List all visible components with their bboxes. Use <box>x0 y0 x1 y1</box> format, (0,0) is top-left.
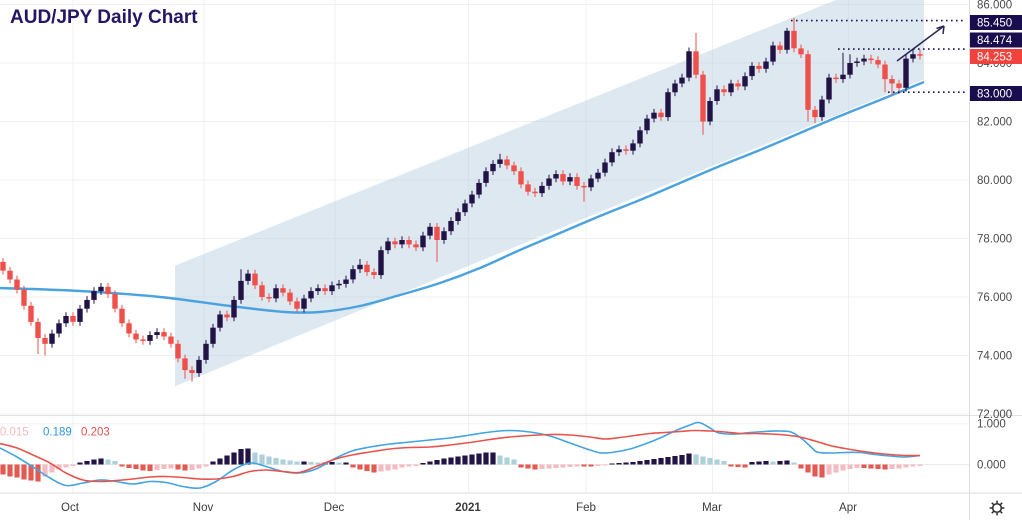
svg-text:2021: 2021 <box>455 502 481 514</box>
svg-text:-0.015: -0.015 <box>0 427 29 439</box>
svg-text:Oct: Oct <box>61 502 80 514</box>
svg-text:0.203: 0.203 <box>81 427 110 439</box>
svg-text:78.000: 78.000 <box>977 234 1012 246</box>
svg-text:1.000: 1.000 <box>977 419 1006 431</box>
svg-text:80.000: 80.000 <box>977 175 1012 187</box>
svg-text:84.253: 84.253 <box>977 52 1012 64</box>
svg-text:86.000: 86.000 <box>977 0 1012 12</box>
svg-text:Apr: Apr <box>839 502 857 514</box>
svg-text:0.189: 0.189 <box>43 427 72 439</box>
svg-text:Dec: Dec <box>324 502 345 514</box>
svg-text:85.450: 85.450 <box>977 18 1012 30</box>
svg-text:82.000: 82.000 <box>977 117 1012 129</box>
svg-text:Feb: Feb <box>576 502 596 514</box>
svg-text:83.000: 83.000 <box>977 89 1012 101</box>
svg-text:84.474: 84.474 <box>977 35 1013 47</box>
svg-text:0.000: 0.000 <box>977 460 1006 472</box>
svg-text:76.000: 76.000 <box>977 292 1012 304</box>
svg-text:Mar: Mar <box>702 502 722 514</box>
svg-text:Nov: Nov <box>193 502 214 514</box>
svg-text:72.000: 72.000 <box>977 409 1012 421</box>
svg-text:74.000: 74.000 <box>977 351 1012 363</box>
